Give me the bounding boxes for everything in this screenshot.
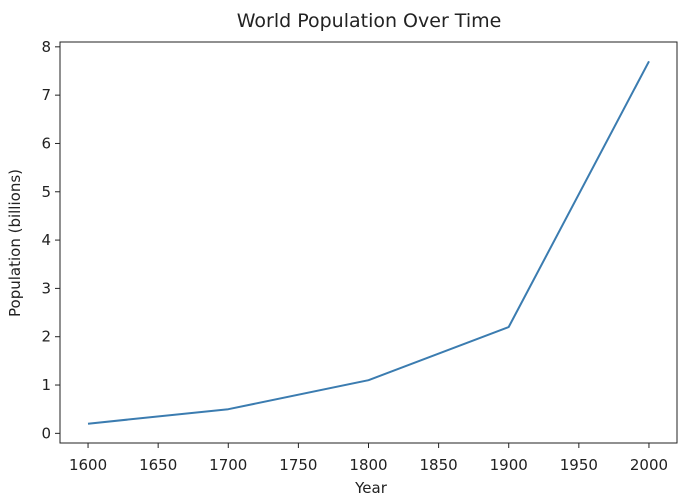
y-tick-label: 3 bbox=[41, 279, 51, 297]
x-tick-label: 1600 bbox=[69, 456, 107, 474]
y-tick-label: 5 bbox=[41, 183, 51, 201]
y-axis-label: Population (billions) bbox=[6, 169, 24, 317]
y-tick-label: 4 bbox=[41, 231, 51, 249]
y-tick-label: 7 bbox=[41, 86, 51, 104]
x-axis-label: Year bbox=[354, 479, 388, 497]
x-tick-label: 2000 bbox=[630, 456, 668, 474]
y-tick-label: 6 bbox=[41, 134, 51, 152]
x-tick-label: 1950 bbox=[560, 456, 598, 474]
series-layer bbox=[87, 60, 650, 425]
series-line bbox=[87, 60, 650, 425]
x-tick-label: 1800 bbox=[349, 456, 387, 474]
x-tick-label: 1900 bbox=[490, 456, 528, 474]
y-axis-ticks: 0 1 2 3 4 5 6 7 8 bbox=[41, 38, 60, 442]
y-tick-label: 8 bbox=[41, 38, 51, 56]
y-tick-label: 0 bbox=[41, 424, 51, 442]
x-tick-label: 1700 bbox=[209, 456, 247, 474]
y-tick-label: 1 bbox=[41, 376, 51, 394]
plot-area-frame bbox=[59, 41, 678, 444]
x-tick-label: 1850 bbox=[420, 456, 458, 474]
x-tick-label: 1750 bbox=[279, 456, 317, 474]
x-axis-ticks: 1600 1650 1700 1750 1800 1850 1900 1950 2000 bbox=[69, 443, 668, 474]
x-tick-label: 1650 bbox=[139, 456, 177, 474]
y-tick-label: 2 bbox=[41, 328, 51, 346]
chart-title: World Population Over Time bbox=[237, 10, 502, 32]
